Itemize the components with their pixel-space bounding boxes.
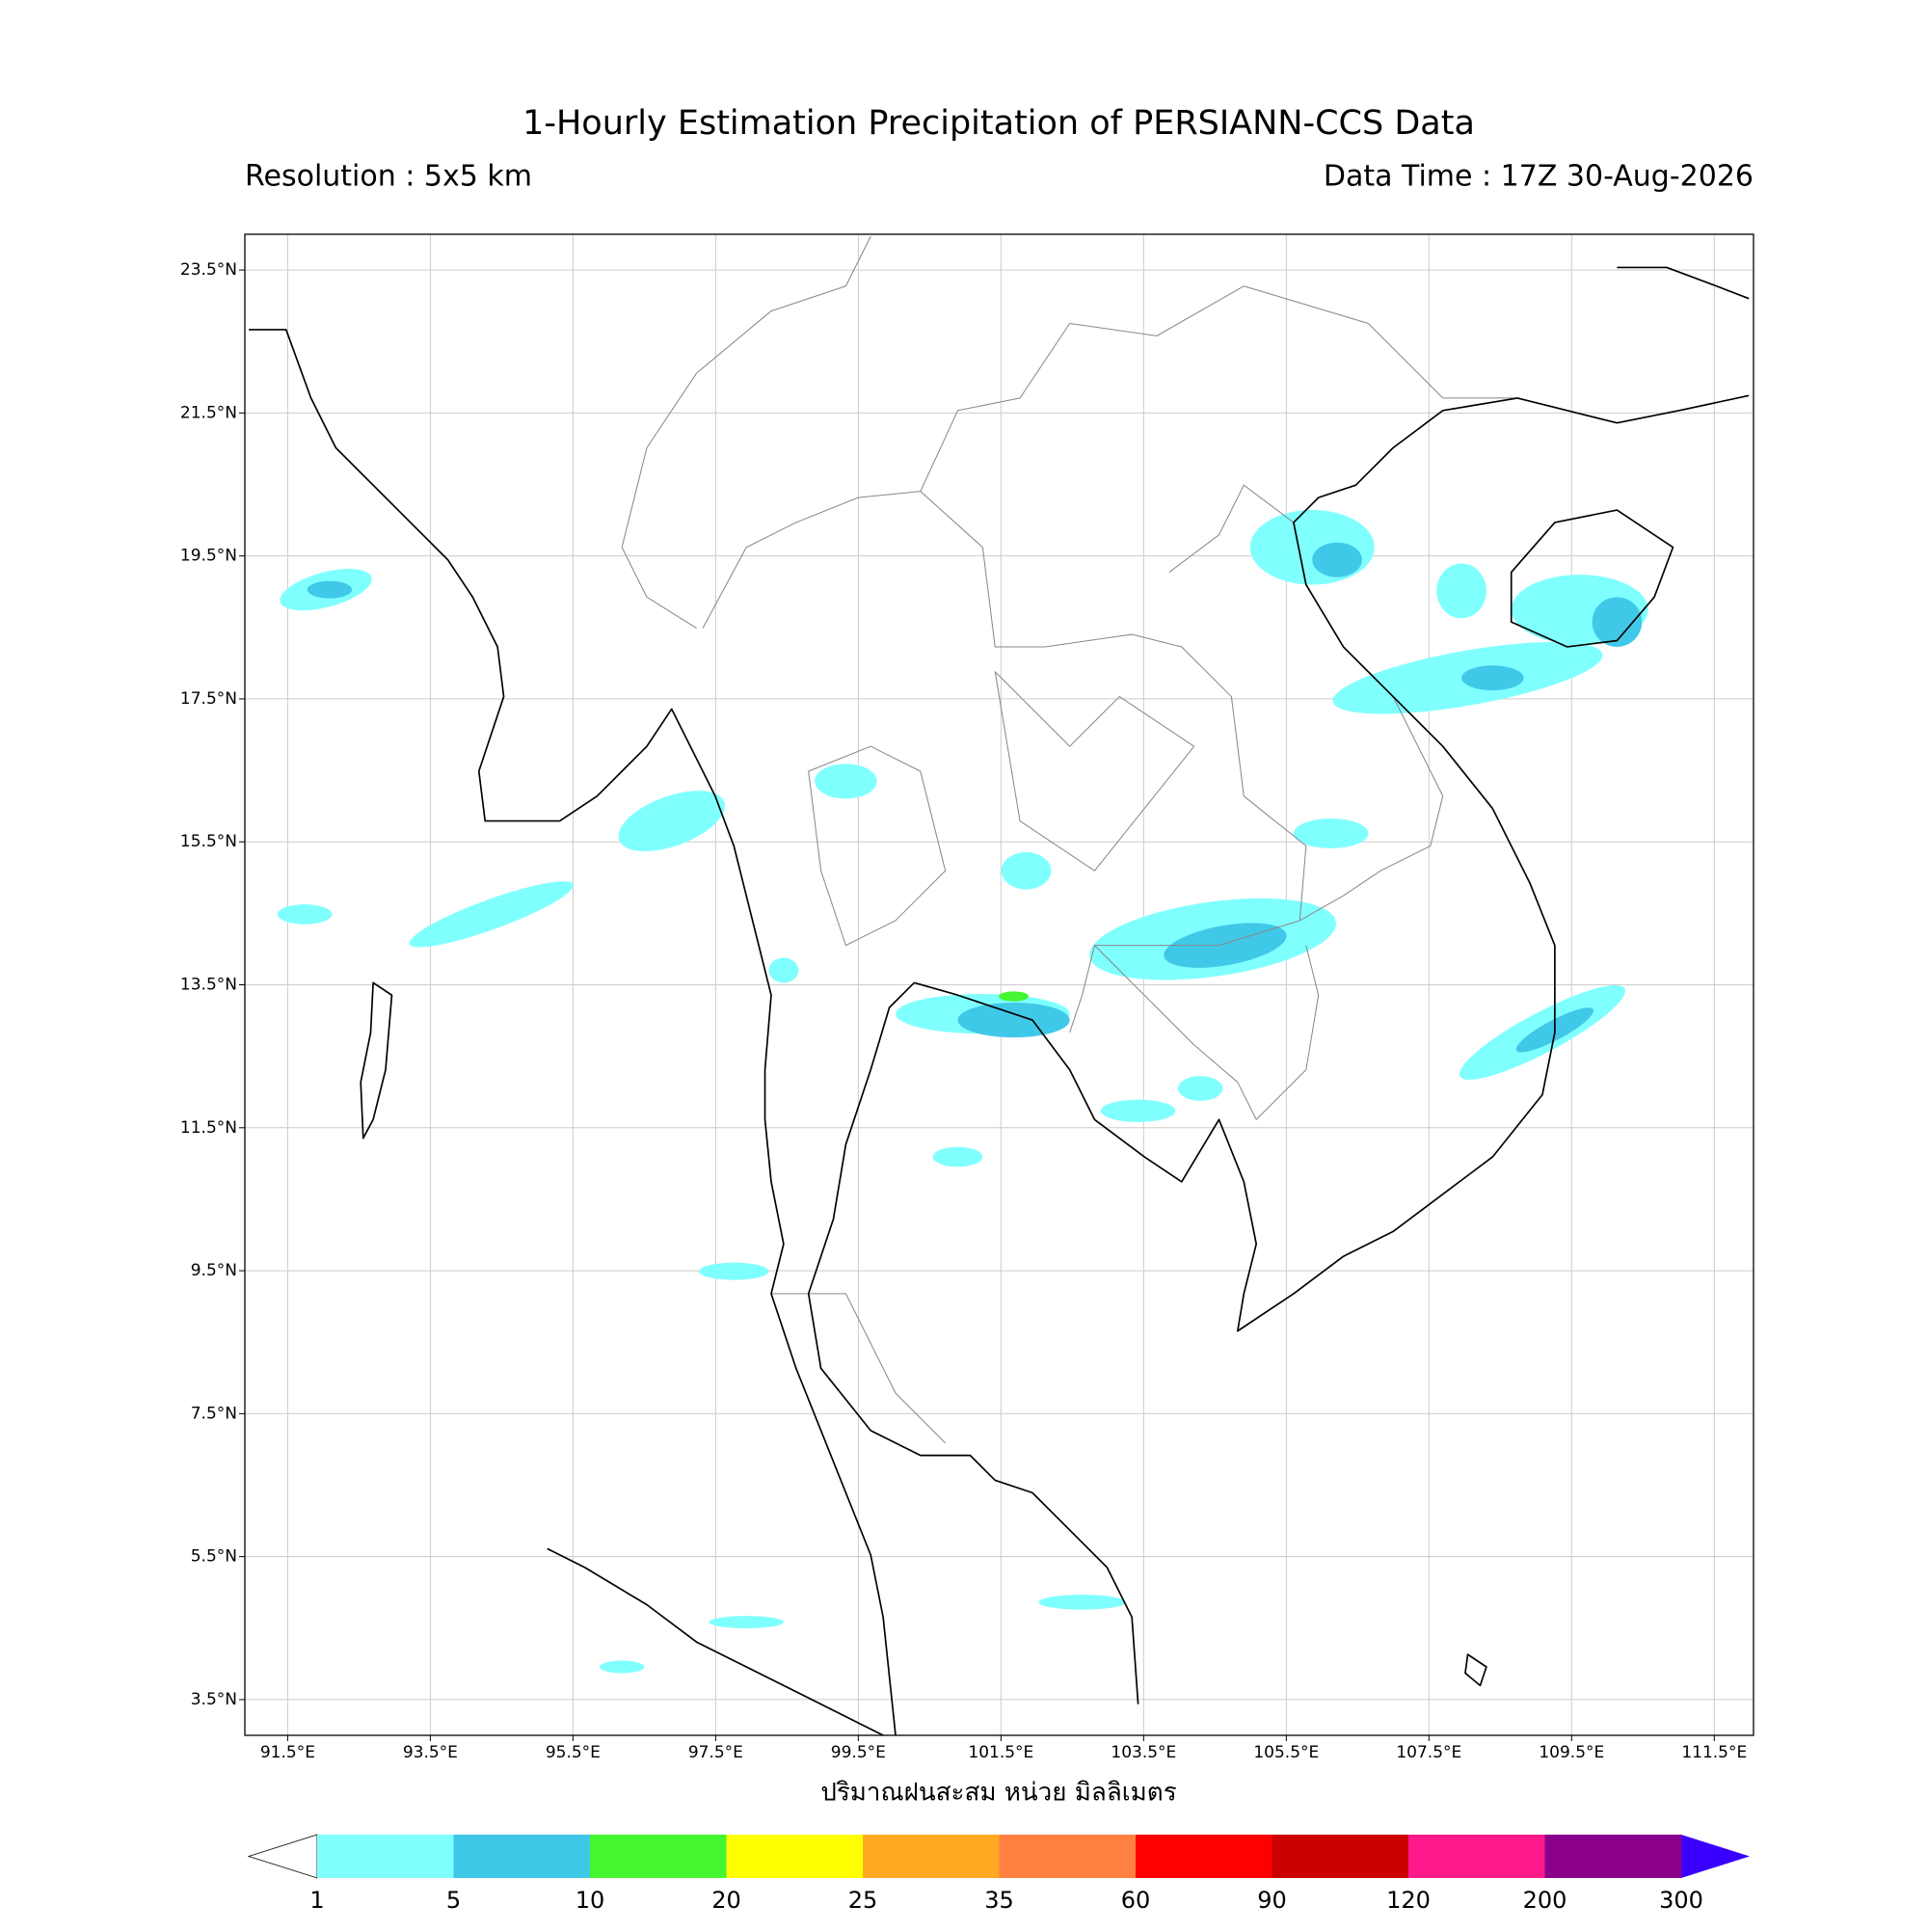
x-tick-label: 101.5°E (968, 1743, 1033, 1762)
y-tick-label: 21.5°N (180, 403, 237, 422)
colorbar-swatch (726, 1835, 864, 1878)
colorbar-label: 1 (309, 1887, 324, 1914)
x-tick-label: 91.5°E (260, 1743, 315, 1762)
y-tick-label: 9.5°N (191, 1261, 237, 1280)
colorbar-swatch (863, 1835, 1000, 1878)
colorbar-label: 200 (1523, 1887, 1567, 1914)
x-tick-label: 105.5°E (1253, 1743, 1319, 1762)
y-tick-label: 11.5°N (180, 1118, 237, 1138)
colorbar-label: 35 (984, 1887, 1014, 1914)
subtitle-right: Data Time : 17Z 30-Aug-2026 (1324, 160, 1754, 194)
x-tick-label: 109.5°E (1539, 1743, 1604, 1762)
y-tick-label: 17.5°N (180, 689, 237, 709)
y-tick-label: 15.5°N (180, 832, 237, 851)
y-tick-label: 7.5°N (191, 1404, 237, 1423)
y-tick-label: 3.5°N (191, 1690, 237, 1709)
x-tick-label: 111.5°E (1681, 1743, 1747, 1762)
colorbar-label: 10 (576, 1887, 605, 1914)
title: 1-Hourly Estimation Precipitation of PER… (522, 104, 1475, 143)
grid (245, 234, 1754, 1735)
x-tick-label: 99.5°E (831, 1743, 886, 1762)
colorbar: 1 5 10 20 25 35 60 90 120 200 300 (247, 1834, 1750, 1914)
y-tick-label: 23.5°N (180, 260, 237, 280)
colorbar-label: 20 (711, 1887, 741, 1914)
subtitle-left: Resolution : 5x5 km (245, 160, 532, 194)
colorbar-swatch (317, 1835, 454, 1878)
y-tick-label: 19.5°N (180, 547, 237, 566)
colorbar-label: 120 (1386, 1887, 1431, 1914)
colorbar-label: 25 (848, 1887, 878, 1914)
colorbar-swatch (1136, 1835, 1272, 1878)
colorbar-extend-min (247, 1834, 318, 1879)
colorbar-swatch (590, 1835, 727, 1878)
colorbar-swatch (1408, 1835, 1545, 1878)
y-tick-label: 5.5°N (191, 1547, 237, 1567)
x-tick-label: 103.5°E (1111, 1743, 1176, 1762)
borders (621, 235, 1518, 1444)
x-axis-label: ปริมาณฝนสะสม หน่วย มิลลิเมตร (820, 1779, 1176, 1808)
x-tick-label: 93.5°E (403, 1743, 458, 1762)
y-tick-label: 13.5°N (180, 976, 237, 995)
coastlines (249, 266, 1750, 1735)
colorbar-swatch (1272, 1835, 1409, 1878)
colorbar-swatch (1544, 1835, 1682, 1878)
x-tick-label: 95.5°E (546, 1743, 601, 1762)
colorbar-extend-max (1681, 1835, 1750, 1878)
map-layer (249, 235, 1750, 1735)
rain-areas (277, 510, 1648, 1674)
colorbar-swatch (999, 1835, 1137, 1878)
colorbar-label: 60 (1121, 1887, 1151, 1914)
x-tick-label: 97.5°E (688, 1743, 743, 1762)
colorbar-label: 5 (446, 1887, 461, 1914)
colorbar-label: 90 (1257, 1887, 1287, 1914)
colorbar-label: 300 (1659, 1887, 1703, 1914)
x-tick-label: 107.5°E (1396, 1743, 1461, 1762)
colorbar-swatch (453, 1835, 591, 1878)
